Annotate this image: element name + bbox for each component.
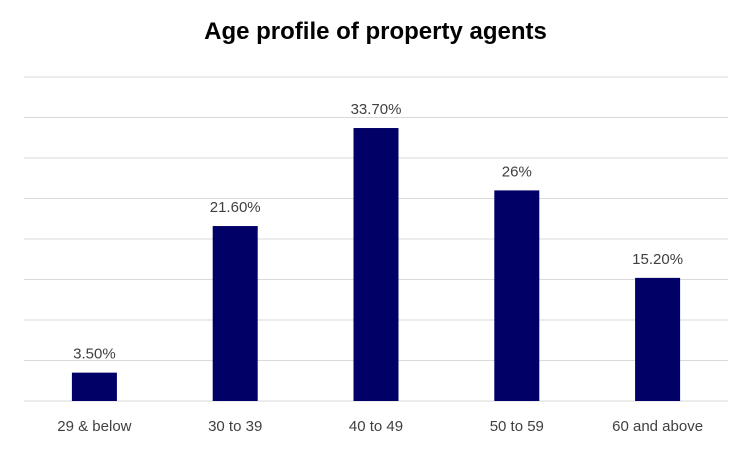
data-labels: 3.50% 21.60% 33.70% 26% 15.20% bbox=[73, 101, 683, 363]
x-tick-label: 29 & below bbox=[57, 418, 131, 435]
x-tick-label: 30 to 39 bbox=[208, 418, 262, 435]
data-label: 26% bbox=[502, 163, 532, 180]
chart-title: Age profile of property agents bbox=[204, 18, 547, 45]
x-tick-label: 40 to 49 bbox=[349, 418, 403, 435]
data-label: 21.60% bbox=[210, 199, 261, 216]
data-label: 15.20% bbox=[632, 251, 683, 268]
bar bbox=[353, 128, 399, 401]
bars bbox=[71, 128, 681, 401]
data-label: 3.50% bbox=[73, 346, 116, 363]
data-label: 33.70% bbox=[351, 101, 402, 118]
x-tick-label: 60 and above bbox=[612, 418, 703, 435]
bar bbox=[71, 372, 117, 401]
x-tick-label: 50 to 59 bbox=[490, 418, 544, 435]
x-tick-labels: 29 & below 30 to 39 40 to 49 50 to 59 60 and… bbox=[57, 418, 703, 435]
bar bbox=[212, 226, 258, 401]
bar bbox=[494, 190, 540, 401]
bar bbox=[635, 277, 681, 401]
